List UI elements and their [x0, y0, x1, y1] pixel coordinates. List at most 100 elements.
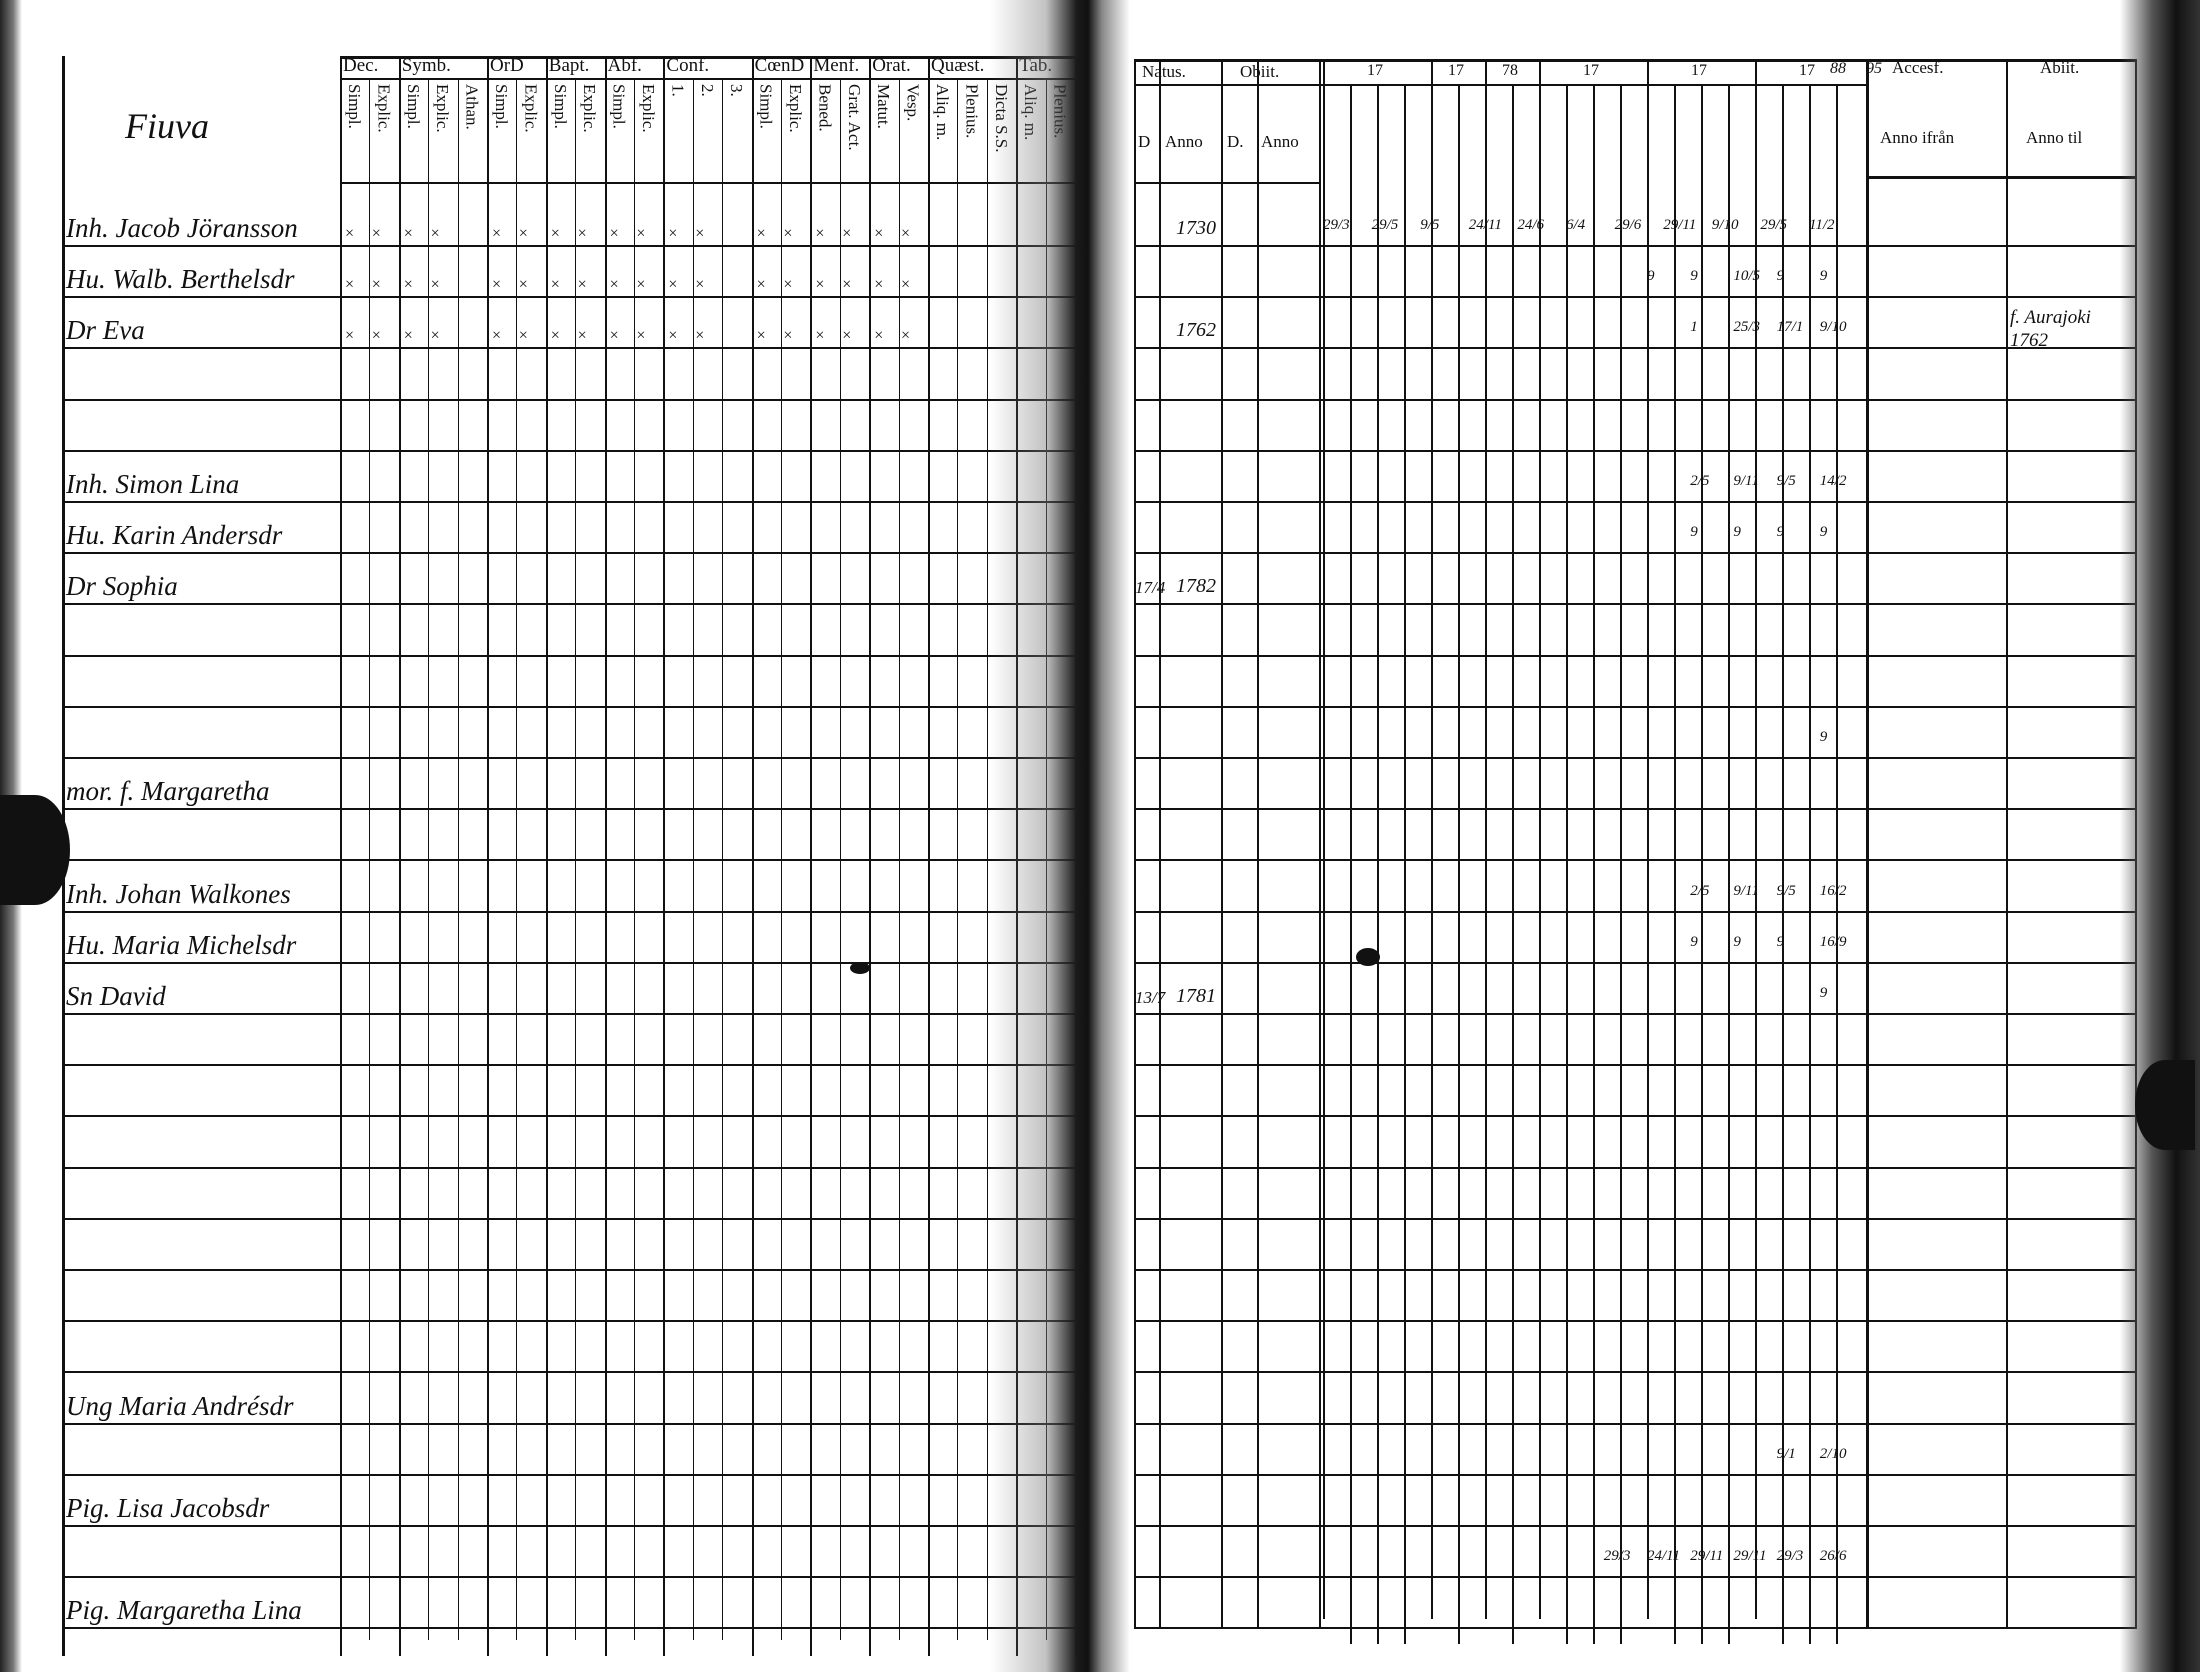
- row-rule: [62, 347, 1080, 350]
- exam-date-note: 9: [1690, 524, 1698, 541]
- exam-date-note: 9/5: [1776, 473, 1796, 489]
- column-group-rule: [398, 56, 401, 1656]
- column-subheader: Simpl.: [492, 84, 511, 129]
- column-subheader: Explic.: [374, 84, 394, 133]
- exam-mark: × ×: [491, 327, 535, 345]
- column-group-rule: [545, 56, 548, 1656]
- column-group-header: OrD: [490, 55, 524, 76]
- column-subheader: Bened.: [815, 84, 835, 132]
- year-column-rule: [1485, 59, 1487, 1619]
- row-rule: [62, 449, 1080, 452]
- exam-date-note: 9: [1733, 933, 1741, 950]
- exam-date-note: 9/11: [1733, 473, 1759, 489]
- exam-date-note: 29/3: [1603, 1548, 1631, 1565]
- column-subheader: Explic.: [580, 84, 600, 133]
- row-rule: [62, 501, 1080, 503]
- year-group-header: 17: [1799, 62, 1815, 79]
- right-row-rule: [1134, 1371, 2135, 1374]
- exam-mark: × ×: [491, 225, 535, 242]
- exam-date-note: 29/6: [1614, 217, 1642, 233]
- right-row-rule: [1134, 961, 2135, 964]
- exam-date-note: 9: [1647, 268, 1655, 285]
- row-rule: [62, 1627, 1080, 1630]
- column-subheader: Grat. Act.: [844, 84, 864, 151]
- row-rule: [62, 296, 1080, 299]
- exam-date-note: 9: [1690, 933, 1698, 950]
- row-rule: [62, 757, 1080, 759]
- person-name: Dr Eva: [66, 315, 145, 346]
- exam-date-note: 14/2: [1819, 473, 1847, 489]
- column-subheader: Explic.: [521, 84, 541, 133]
- exam-date-note: 9/5: [1776, 882, 1796, 899]
- column-subheader: Simpl.: [345, 84, 364, 129]
- right-row-rule: [1134, 1320, 2135, 1323]
- column-subheader: Simpl.: [609, 84, 629, 129]
- date-subheader: Anno: [1261, 132, 1299, 151]
- exam-date-note: 29/11: [1663, 217, 1697, 233]
- ink-blot: [850, 962, 870, 974]
- exam-date-note: 24/11: [1647, 1548, 1681, 1565]
- column-group-header: Dec.: [343, 55, 379, 76]
- year-column-rule: [1404, 84, 1406, 1644]
- exam-mark: × ×: [814, 327, 858, 345]
- year-column-rule: [1350, 84, 1352, 1644]
- exam-mark: × ×: [402, 327, 447, 345]
- accessus-subheader bold: Anno ifrån: [1880, 128, 1955, 147]
- row-rule: [62, 1371, 1080, 1374]
- right-row-rule: [1134, 347, 2135, 350]
- year-column-rule: [1755, 59, 1757, 1619]
- accessus-header-rule: [1866, 176, 2135, 179]
- column-group-rule: [663, 56, 666, 1656]
- column-subheader: Explic.: [433, 84, 453, 133]
- right-header-top-rule: [1134, 59, 2135, 62]
- birth-year: 1781: [1176, 985, 1216, 1007]
- page-edge-right: [2120, 0, 2200, 1672]
- year-column-rule: [1566, 84, 1568, 1644]
- exam-mark: × ×: [667, 276, 711, 294]
- exam-mark: × ×: [549, 225, 594, 242]
- right-row-rule: [1134, 654, 2135, 657]
- year-column-rule: [1458, 84, 1460, 1644]
- row-rule: [62, 1217, 1080, 1220]
- birth-year: 1782: [1176, 575, 1216, 598]
- birth-year: 1762: [1176, 319, 1216, 342]
- header-sub-rule: [340, 78, 1080, 80]
- exam-mark: × ×: [667, 225, 711, 242]
- right-row-rule: [1134, 245, 2135, 247]
- person-name: Ung Maria Andrésdr: [66, 1390, 294, 1421]
- exam-mark: × ×: [873, 327, 917, 345]
- year-group-header: 78: [1502, 62, 1518, 79]
- year-column-rule: [1323, 59, 1325, 1619]
- exam-date-note: 9/10: [1711, 217, 1739, 233]
- column-subheader: Simpl.: [756, 84, 776, 129]
- column-subheader: 3.: [727, 84, 747, 97]
- exam-date-note: 16/9: [1819, 933, 1847, 950]
- right-row-rule: [1134, 1576, 2135, 1579]
- right-row-rule: [1134, 1422, 2135, 1425]
- right-row-rule: [1134, 1627, 2135, 1630]
- exam-date-note: 16/2: [1819, 882, 1847, 899]
- column-subheader: Plenius.: [962, 84, 982, 139]
- right-row-rule: [1134, 910, 2135, 913]
- right-row-rule: [1134, 705, 2135, 708]
- exam-date-note: 2/10: [1819, 1445, 1847, 1462]
- book-gutter: [990, 0, 1130, 1672]
- year-column-rule: [1836, 84, 1838, 1644]
- year-column-rule: [1728, 84, 1730, 1644]
- column-group-rule: [751, 56, 754, 1656]
- moved-to: f. Aurajoki 1762: [2010, 307, 2091, 352]
- name-column-rule: [340, 56, 342, 1656]
- exam-date-note: 29/5: [1760, 217, 1788, 233]
- exam-date-note: 9: [1819, 268, 1828, 285]
- column-group-header: Conf.: [666, 55, 710, 76]
- exam-date-note: 9: [1776, 268, 1785, 285]
- abiit-header bold: Abiit.: [2040, 58, 2080, 77]
- person-name: Hu. Maria Michelsdr: [66, 929, 297, 960]
- column-subheader: 2.: [697, 84, 717, 97]
- exam-date-note: 24/6: [1517, 217, 1545, 233]
- header-top-rule: [340, 56, 1080, 59]
- year-column-rule: [1701, 84, 1703, 1644]
- column-subheader: Simpl.: [550, 84, 570, 129]
- column-group-rule: [928, 56, 930, 1656]
- exam-date-note: 17/1: [1776, 319, 1804, 336]
